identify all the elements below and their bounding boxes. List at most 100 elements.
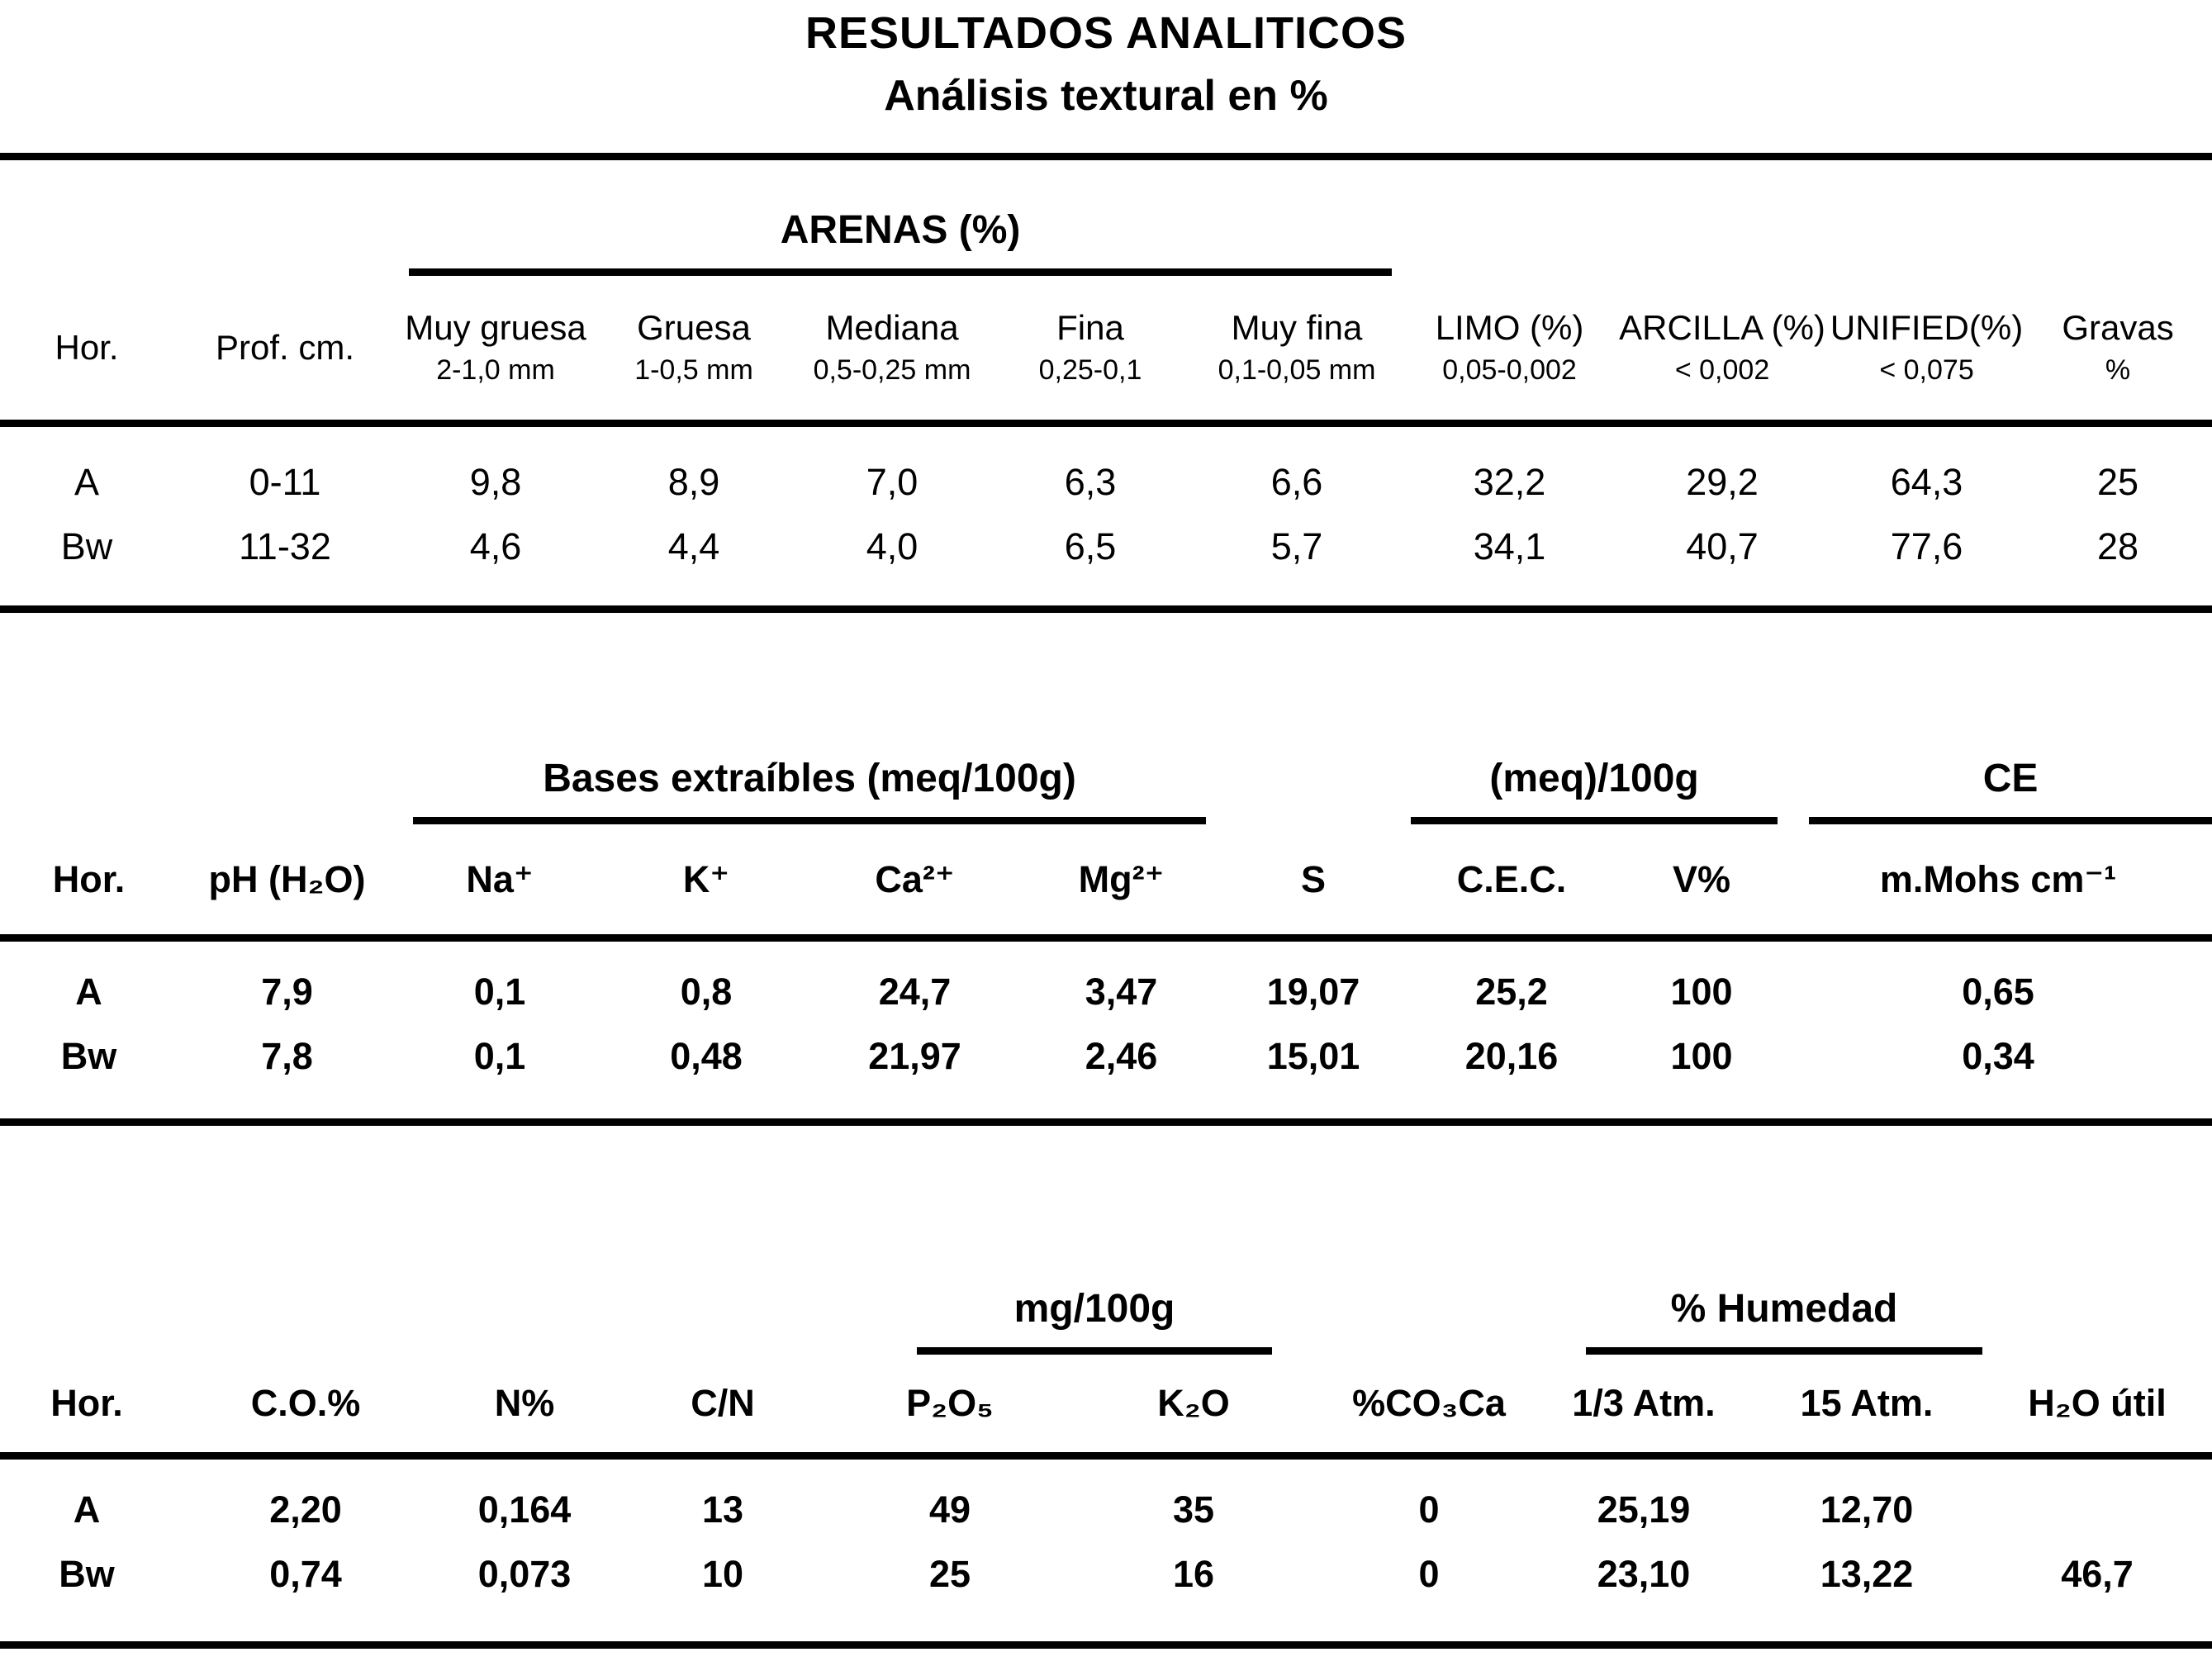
table-cell: 0,34 [1962,1035,2034,1077]
column-header-arcilla: ARCILLA (%) < 0,002 [1615,276,1830,424]
table-group-row: Bases extraíbles (meq/100g) (meq)/100g C… [0,717,2212,824]
column-header-co: C.O.% [250,1382,361,1424]
table-cell: 10 [701,1553,744,1595]
table-cell: A [75,971,102,1013]
column-header-sublabel: % [2105,354,2131,386]
table-cell: 3,47 [1085,971,1158,1013]
spacer-cell [1982,1249,2212,1355]
table-row-horizon-bw: Bw 0,74 0,073 10 25 16 0 23,10 13,22 46,… [0,1542,2212,1645]
column-header-sublabel: 2-1,0 mm [436,354,555,386]
column-header-cn: C/N [691,1382,755,1424]
table-cell: 9,8 [469,461,522,503]
table-cell: 49 [928,1488,971,1531]
table-cell: 0,65 [1962,971,2034,1013]
column-header-muy-fina: Muy fina 0,1-0,05 mm [1189,276,1404,424]
table-cell: 0,1 [473,1035,526,1077]
column-header-prof: Prof. cm. [173,276,396,424]
table-cell: 6,6 [1270,461,1323,503]
table-cell: 64,3 [1890,461,1963,503]
table-cell: 25,2 [1475,971,1548,1013]
spacer-cell [1222,717,1404,824]
column-header-label: Fina [1056,308,1124,347]
column-header-label: Mediana [825,308,959,347]
table-cell: 100 [1670,1035,1733,1077]
column-header-k: K⁺ [682,858,730,900]
table-cell: 4,6 [469,525,522,567]
bases-group-label: Bases extraíbles (meq/100g) [413,756,1207,824]
column-header-gravas: Gravas % [2024,276,2212,424]
table-row-horizon-bw: Bw 11-32 4,6 4,4 4,0 6,5 5,7 34,1 40,7 7… [0,515,2212,610]
column-header-ph: pH (H₂O) [208,857,366,900]
table-cell: 13 [701,1488,744,1531]
table-cell: 5,7 [1270,525,1323,567]
table-row-horizon-a: A 2,20 0,164 13 49 35 0 25,19 12,70 [0,1456,2212,1543]
column-header-sublabel: 0,25-0,1 [1038,354,1142,386]
table-row-horizon-a: A 7,9 0,1 0,8 24,7 3,47 19,07 25,2 100 0… [0,938,2212,1025]
column-header-gruesa: Gruesa 1-0,5 mm [595,276,793,424]
column-header-label: UNIFIED(%) [1830,308,2024,347]
table-cell: 12,70 [1820,1488,1914,1531]
table-cell: 0 [1418,1553,1440,1595]
meq-group-label: (meq)/100g [1411,756,1778,824]
table-group-row: ARENAS (%) [0,157,2212,276]
table-cell: 29,2 [1686,461,1759,503]
table-cell: 6,5 [1064,525,1117,567]
table-cell: 8,9 [667,461,720,503]
table-cell: 25 [928,1553,971,1595]
nutrients-table: mg/100g % Humedad Hor. C.O.% N% C/N P₂O₅… [0,1249,2212,1649]
mg100g-group-label: mg/100g [917,1286,1272,1355]
table-cell: 25,19 [1597,1488,1691,1531]
table-cell: 11-32 [239,525,331,567]
column-header-hor: Hor. [50,1382,123,1424]
ce-group-label: CE [1809,756,2212,824]
table-cell: 4,0 [866,525,919,567]
title-block: RESULTADOS ANALITICOS Análisis textural … [0,2,2212,127]
column-header-h2o-util: H₂O útil [2028,1382,2167,1424]
table-group-row: mg/100g % Humedad [0,1249,2212,1355]
arenas-group-cell: ARENAS (%) [396,157,1404,276]
table-cell: 34,1 [1473,525,1546,567]
column-header-hor: Hor. [52,857,126,900]
table-cell: 0,74 [269,1553,342,1595]
column-header-s: S [1301,857,1327,900]
column-header-label: ARCILLA (%) [1619,308,1825,347]
table-cell: 40,7 [1686,525,1759,567]
column-header-label: Hor. [55,328,119,367]
table-row-horizon-a: A 0-11 9,8 8,9 7,0 6,3 6,6 32,2 29,2 64,… [0,424,2212,515]
table-header-row: Hor. C.O.% N% C/N P₂O₅ K₂O %CO₃Ca 1/3 At… [0,1355,2212,1456]
texture-table: ARENAS (%) Hor. Prof. cm. Muy gruesa 2-1… [0,153,2212,613]
mg100g-group-cell: mg/100g [834,1249,1322,1355]
bases-group-cell: Bases extraíbles (meq/100g) [396,717,1222,824]
table-cell: 0 [1418,1488,1440,1531]
column-header-cec: C.E.C. [1456,857,1567,900]
table-cell: 0,1 [473,971,526,1013]
table-cell: A [74,461,99,503]
page-subtitle: Análisis textural en % [884,72,1328,120]
table-cell: Bw [60,1035,117,1077]
humedad-group-cell: % Humedad [1536,1249,1982,1355]
column-header-sublabel: < 0,075 [1879,354,1974,386]
column-header-15atm: 15 Atm. [1800,1382,1934,1424]
column-header-na: Na⁺ [466,858,534,900]
column-header-sublabel: 0,05-0,002 [1442,354,1577,386]
table-cell: 100 [1670,971,1733,1013]
table-cell: 15,01 [1266,1035,1360,1077]
column-header-label: Prof. cm. [215,328,355,367]
table-cell [1982,1456,2212,1543]
page-title: RESULTADOS ANALITICOS [805,8,1407,58]
column-header-sublabel: 0,1-0,05 mm [1218,354,1376,386]
table-cell: 0-11 [249,461,321,503]
column-header-label: Gravas [2062,308,2174,347]
table-cell: 0,8 [680,971,733,1013]
table-cell: 7,0 [866,461,919,503]
table-cell: 16 [1172,1553,1215,1595]
table-cell: 13,22 [1820,1553,1914,1595]
table-cell: 2,20 [269,1488,342,1531]
table-cell: 0,073 [477,1553,572,1595]
table-cell: 2,46 [1085,1035,1158,1077]
table-cell: 0,164 [477,1488,572,1531]
column-header-mediana: Mediana 0,5-0,25 mm [793,276,991,424]
column-header-hor: Hor. [0,276,173,424]
column-header-muy-gruesa: Muy gruesa 2-1,0 mm [396,276,595,424]
